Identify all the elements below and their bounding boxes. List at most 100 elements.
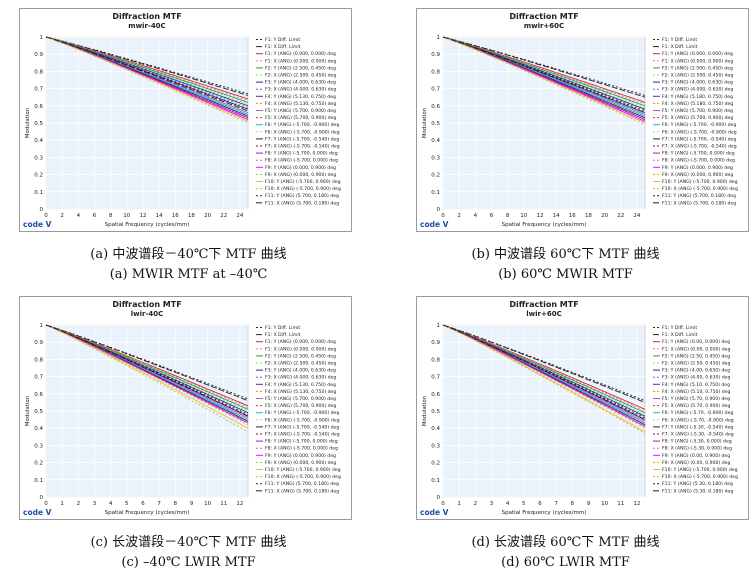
x-tick-label: 3 xyxy=(93,501,97,507)
legend-label: F10: X (ANG) (-5.700, 0.900) deg xyxy=(662,186,738,192)
legend-label: F3: X (ANG) (4.000, 0.630) deg xyxy=(265,375,336,381)
legend-label: F3: Y (ANG) (4.000, 0.630) deg xyxy=(265,80,336,86)
legend-label: F2: X (ANG) (2.500, 0.450) deg xyxy=(265,73,336,79)
x-tick-label: 22 xyxy=(220,213,227,219)
y-tick-label: 0.6 xyxy=(431,392,440,398)
x-tick-label: 2 xyxy=(60,213,64,219)
legend-label: F3: Y (ANG) (4.000, 0.630) deg xyxy=(662,80,733,86)
x-tick-label: 6 xyxy=(93,213,97,219)
x-tick-label: 7 xyxy=(157,501,161,507)
legend-label: F3: Y (ANG) (4.00, 0.630) deg xyxy=(662,368,730,374)
mtf-panel-b: Diffraction MTF mwir+60C 0 2 4 6 8 10 12 14 16 18 20… xyxy=(416,8,749,232)
y-tick-label: 0.1 xyxy=(431,478,440,484)
legend-label: F11: X (ANG) (5.700, 0.180) deg xyxy=(265,200,339,206)
mtf-panel-c: Diffraction MTF lwir-40C 0 1 2 3 4 5 6 7 8 9 10 11 12 0… xyxy=(19,296,352,520)
x-tick-label: 16 xyxy=(172,213,179,219)
x-tick-label: 0 xyxy=(441,501,445,507)
caption-c-en: (c) –40℃ LWIR MTF xyxy=(121,555,256,570)
x-tick-label: 3 xyxy=(490,501,494,507)
legend-label: F6: X (ANG) (-5.700, -0.900) deg xyxy=(265,417,340,423)
legend-label: F8: X (ANG) (-5.700, 0.000) deg xyxy=(265,158,338,164)
x-tick-label: 12 xyxy=(139,213,146,219)
chart-subtitle: lwir-40C xyxy=(131,310,164,318)
legend-label: F1: Y Diff. Limit xyxy=(265,37,300,43)
y-tick-label: 0.7 xyxy=(34,375,43,381)
x-tick-label: 4 xyxy=(109,501,113,507)
legend-label: F10: Y (ANG) (-5.700, 0.900) deg xyxy=(662,467,738,473)
legend-label: F8: Y (ANG) (-5.700, 0.000) deg xyxy=(265,151,338,157)
mtf-series-line xyxy=(442,36,646,103)
legend-label: F9: Y (ANG) (0.000, 0.900) deg xyxy=(265,453,336,459)
y-tick-label: 0.3 xyxy=(431,443,440,449)
y-tick-label: 0.6 xyxy=(431,104,440,110)
y-axis-label: Modulation xyxy=(422,395,428,426)
mtf-series-line xyxy=(442,36,646,114)
legend-label: F9: X (ANG) (0.000, 0.900) deg xyxy=(662,172,733,178)
x-tick-label: 9 xyxy=(587,501,591,507)
mtf-series-line xyxy=(45,324,249,426)
x-tick-label: 16 xyxy=(569,213,576,219)
x-tick-label: 5 xyxy=(522,501,526,507)
y-tick-label: 0.4 xyxy=(34,426,43,432)
legend-label: F6: X (ANG) (-5.700, -0.900) deg xyxy=(662,129,737,135)
legend-label: F1: X Diff. Limit xyxy=(265,332,301,338)
y-tick-label: 0.7 xyxy=(431,87,440,93)
legend-label: F1: X Diff. Limit xyxy=(662,44,698,50)
legend-label: F4: X (ANG) (5.130, 0.750) deg xyxy=(265,389,336,395)
legend-label: F1: X (ANG) (0.000, 0.000) deg xyxy=(265,58,336,64)
y-tick-label: 0.4 xyxy=(431,138,440,144)
legend-label: F4: X (ANG) (5.10, 0.750) deg xyxy=(662,389,730,395)
mtf-series-line xyxy=(442,324,646,434)
mtf-series-line xyxy=(45,36,249,122)
mtf-series-line xyxy=(45,36,249,124)
legend-label: F2: Y (ANG) (2.500, 0.450) deg xyxy=(265,353,336,359)
legend-label: F4: Y (ANG) (5.130, 0.750) deg xyxy=(265,94,336,100)
y-tick-label: 0.4 xyxy=(34,138,43,144)
legend-label: F1: X Diff. Limit xyxy=(662,332,698,338)
mtf-series-line xyxy=(442,324,646,410)
x-tick-label: 0 xyxy=(44,213,48,219)
mtf-series-line xyxy=(45,36,249,95)
mtf-panel-a: Diffraction MTF mwir-40C 0 2 4 6 8 10 12 14 16 18 20… xyxy=(19,8,352,232)
mtf-series-line xyxy=(45,324,249,417)
legend-label: F5: Y (ANG) (5.700, 0.900) deg xyxy=(662,108,733,114)
legend-label: F5: X (ANG) (5.70, 0.900) deg xyxy=(662,403,730,409)
legend-label: F5: Y (ANG) (5.700, 0.900) deg xyxy=(265,108,336,114)
y-tick-label: 0.2 xyxy=(431,173,440,179)
y-tick-label: 0.3 xyxy=(34,443,43,449)
legend-label: F10: Y (ANG) (-5.700, 0.900) deg xyxy=(662,179,738,185)
caption-b-en: (b) 60℃ MWIR MTF xyxy=(498,267,633,282)
legend-label: F8: Y (ANG) (-5.700, 0.000) deg xyxy=(662,151,735,157)
y-tick-label: 0.8 xyxy=(34,357,43,363)
legend-label: F3: X (ANG) (4.000, 0.630) deg xyxy=(662,87,733,93)
legend-label: F5: X (ANG) (5.700, 0.900) deg xyxy=(265,115,336,121)
legend-label: F5: Y (ANG) (5.70, 0.900) deg xyxy=(662,396,730,402)
y-tick-label: 0.7 xyxy=(34,87,43,93)
legend-label: F7: X (ANG) (-5.700, -0.540) deg xyxy=(265,144,340,150)
y-tick-label: 0.6 xyxy=(34,104,43,110)
y-tick-label: 0.8 xyxy=(34,69,43,75)
legend-label: F7: X (ANG) (-5.700, -0.540) deg xyxy=(662,144,737,150)
caption-d-cn: (d) 长波谱段 60℃下 MTF 曲线 xyxy=(471,535,660,550)
x-tick-label: 7 xyxy=(554,501,558,507)
x-tick-label: 5 xyxy=(125,501,129,507)
legend-label: F11: Y (ANG) (5.30, 0.180) deg xyxy=(662,481,733,487)
x-tick-label: 10 xyxy=(123,213,130,219)
legend-label: F6: Y (ANG) (-5.700, -0.900) deg xyxy=(662,122,736,128)
legend-label: F7: Y (ANG) (-5.30, -0.540) deg xyxy=(662,424,733,430)
legend-label: F2: X (ANG) (2.500, 0.450) deg xyxy=(662,73,733,79)
legend-label: F2: X (ANG) (2.50, 0.450) deg xyxy=(662,361,730,367)
y-tick-label: 0.9 xyxy=(431,52,440,58)
mtf-series-line xyxy=(45,36,249,105)
x-tick-label: 6 xyxy=(141,501,145,507)
y-tick-label: 0.3 xyxy=(431,155,440,161)
x-tick-label: 8 xyxy=(174,501,178,507)
y-tick-label: 0.7 xyxy=(431,375,440,381)
legend-label: F7: Y (ANG) (-5.700, -0.540) deg xyxy=(265,424,339,430)
legend-label: F1: X (ANG) (0.000, 0.000) deg xyxy=(662,58,733,64)
legend-label: F1: Y (ANG) (0.000, 0.000) deg xyxy=(265,51,336,57)
y-tick-label: 0.2 xyxy=(431,461,440,467)
mtf-series-line xyxy=(442,36,646,107)
x-tick-label: 18 xyxy=(585,213,592,219)
